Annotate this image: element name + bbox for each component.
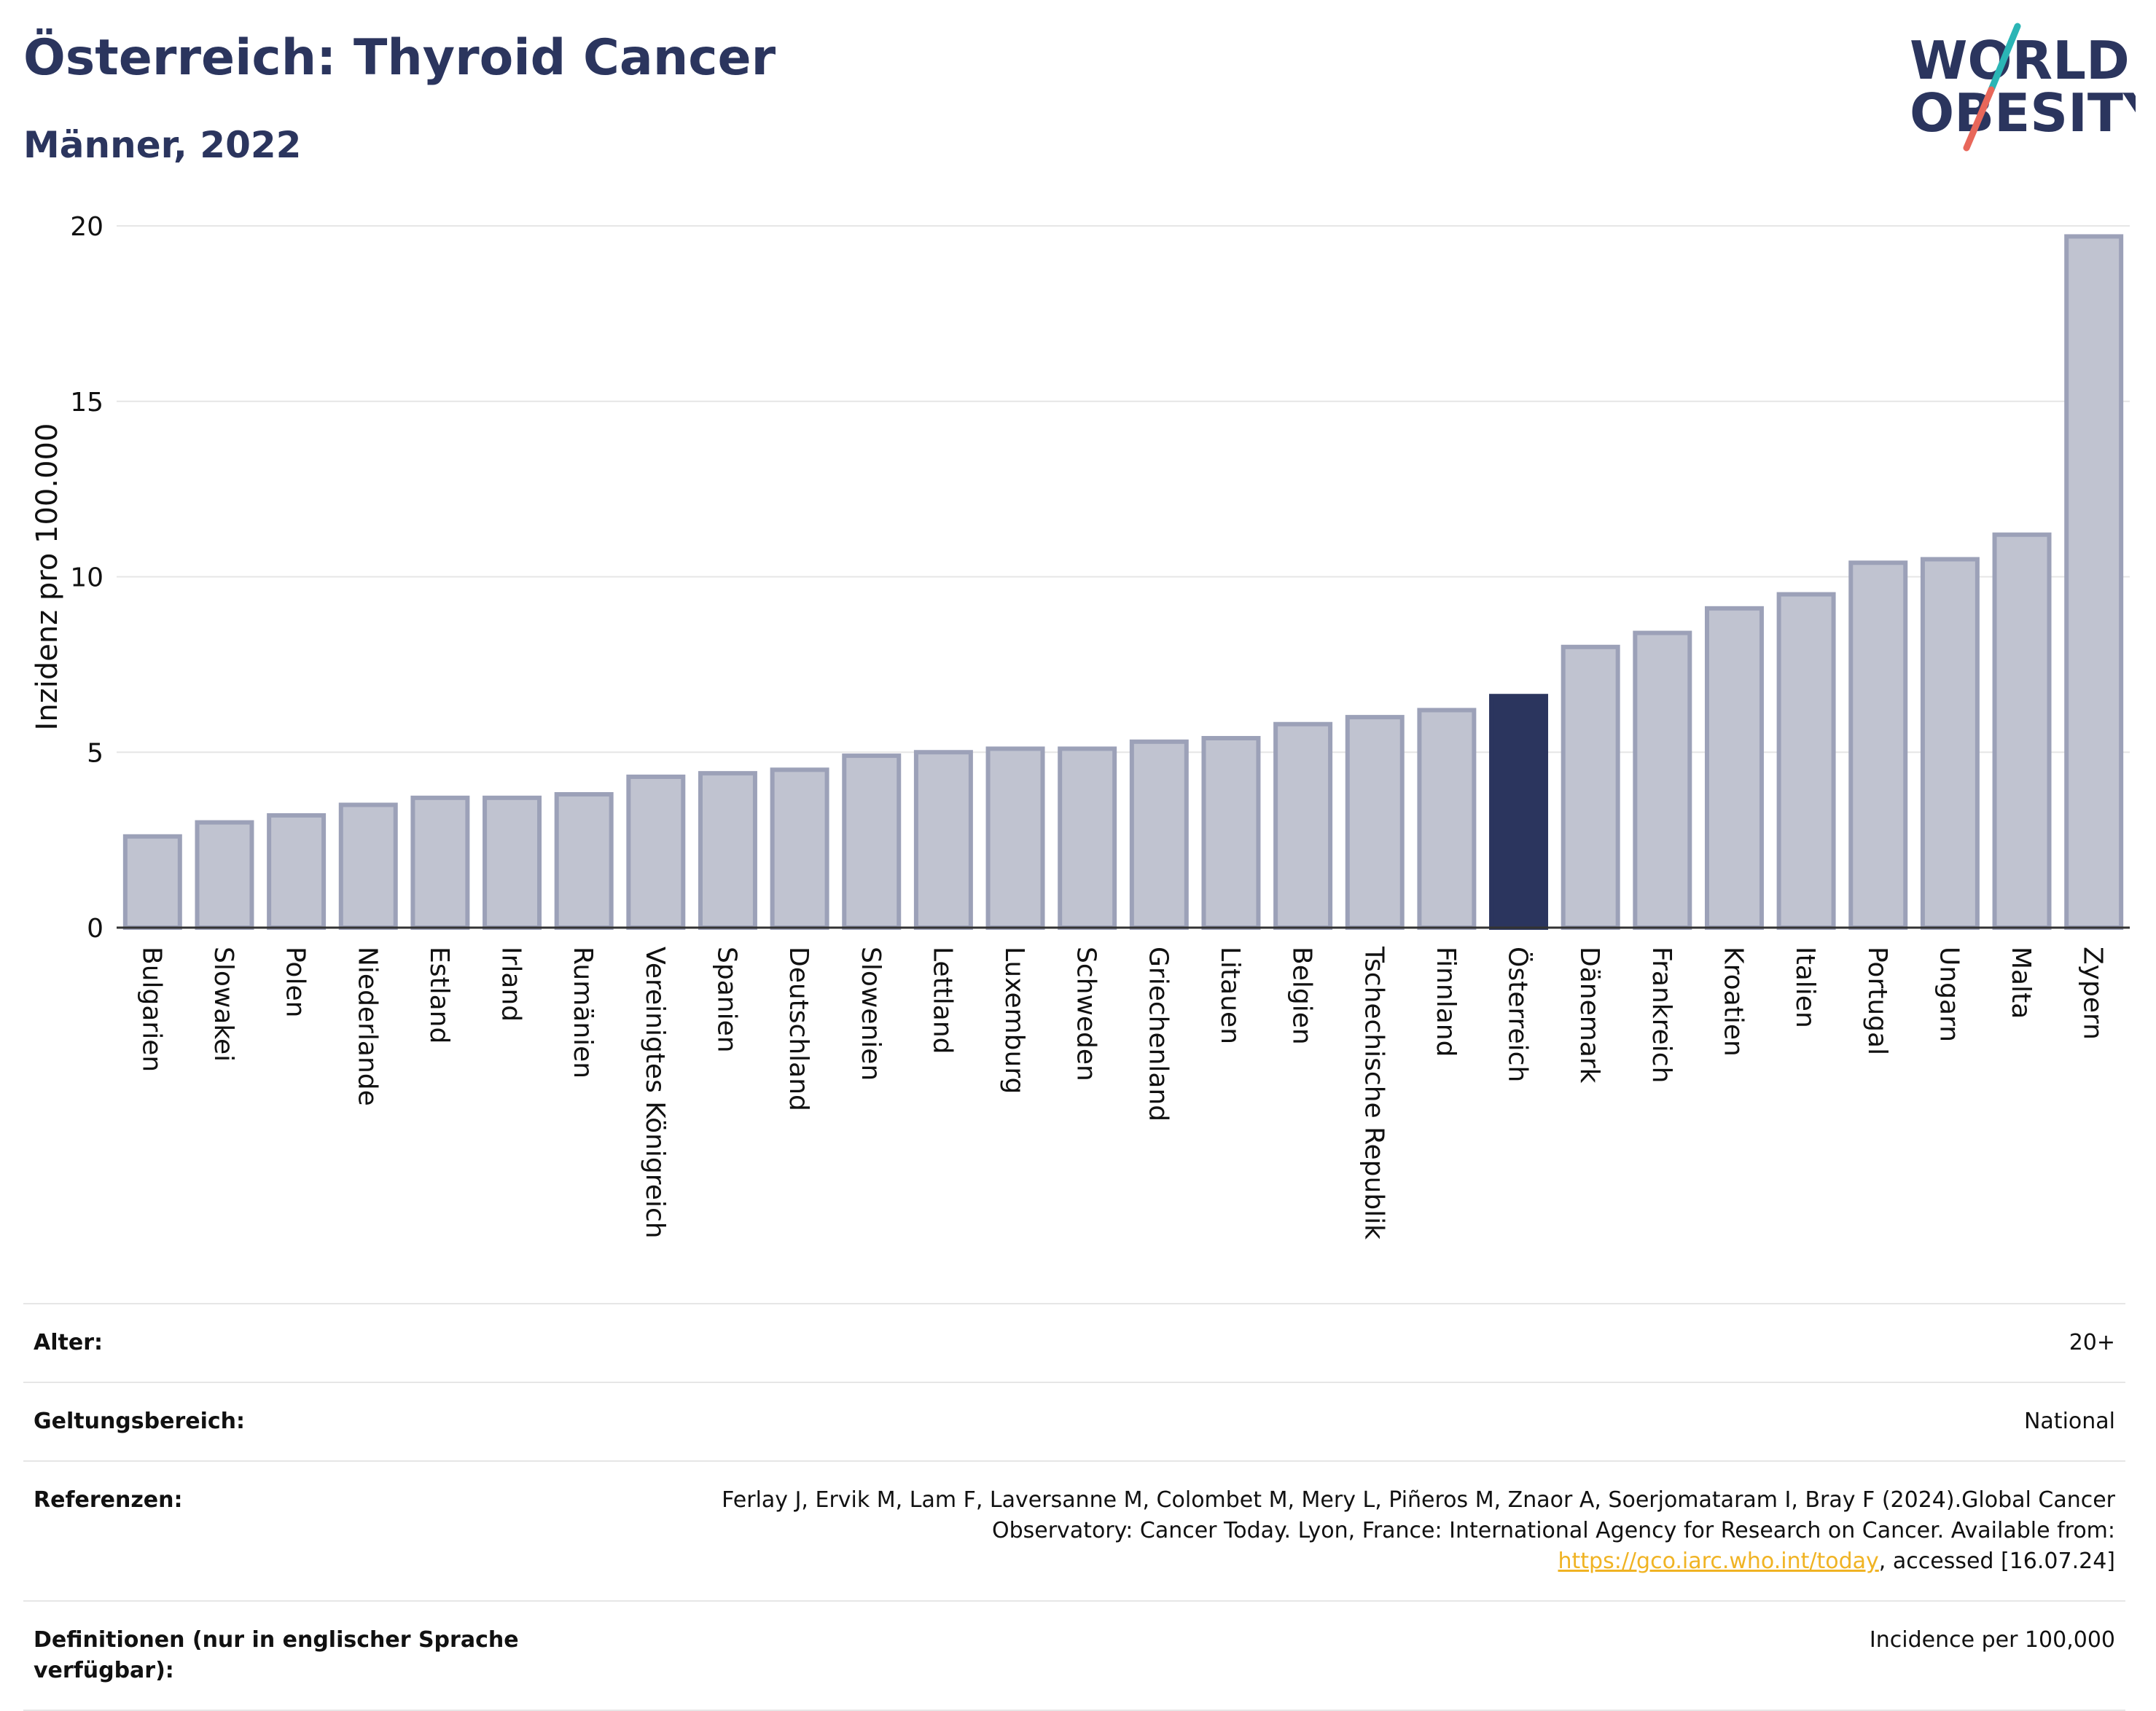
meta-row-age: Alter: 20+ <box>23 1303 2125 1382</box>
x-tick-label: Belgien <box>1287 947 1317 1045</box>
bar <box>410 795 470 930</box>
bar <box>842 753 902 930</box>
bar <box>1561 644 1620 930</box>
x-tick-label: Italien <box>1790 947 1820 1028</box>
x-tick-label: Luxemburg <box>999 947 1029 1094</box>
x-tick-label: Niederlande <box>352 947 382 1106</box>
x-tick-label: Litauen <box>1215 947 1245 1044</box>
y-tick-label: 5 <box>87 738 103 768</box>
bar <box>1776 592 1836 930</box>
y-tick-label: 10 <box>70 563 103 593</box>
logo-slash-top <box>1988 23 2021 93</box>
bar <box>1848 560 1908 930</box>
bar <box>913 750 973 930</box>
logo-slash-bottom <box>1963 86 1995 152</box>
bar <box>770 767 829 930</box>
x-tick-label: Ungarn <box>1934 947 1964 1042</box>
x-tick-label: Dänemark <box>1574 947 1604 1084</box>
reference-text: Ferlay J, Ervik M, Lam F, Laversanne M, … <box>722 1487 2115 1543</box>
meta-label-scope: Geltungsbereich: <box>34 1409 246 1434</box>
x-tick-label: Spanien <box>711 947 741 1053</box>
x-tick-label: Polen <box>281 947 310 1017</box>
bar <box>195 820 254 931</box>
meta-value-age: 20+ <box>2069 1330 2115 1355</box>
chart-subtitle: Männer, 2022 <box>23 124 302 166</box>
bar <box>1201 735 1261 930</box>
x-tick-label: Deutschland <box>784 947 813 1111</box>
reference-accessed: , accessed [16.07.24] <box>1878 1548 2115 1574</box>
x-tick-label: Rumänien <box>568 947 598 1078</box>
bar <box>122 834 182 931</box>
bar-chart: 0 5 10 15 20 Inzidenz pro 100.000 Bulgarien Slo… <box>31 212 2130 1240</box>
logo-word-world: WORLD <box>1910 30 2130 91</box>
x-tick-label: Finnland <box>1431 947 1461 1057</box>
bar <box>698 771 757 931</box>
bar <box>338 802 398 930</box>
x-tick-label: Bulgarien <box>136 947 166 1072</box>
x-tick-label: Vereinigtes Königreich <box>640 947 670 1239</box>
meta-label-age: Alter: <box>34 1330 103 1355</box>
x-tick-label: Kroatien <box>1718 947 1748 1057</box>
x-tick-label: Österreich <box>1503 947 1534 1082</box>
bar <box>1633 630 1692 930</box>
y-axis-title: Inzidenz pro 100.000 <box>31 423 64 731</box>
y-tick-label: 0 <box>87 914 103 944</box>
bar <box>1273 721 1333 930</box>
bar <box>1129 739 1189 930</box>
y-tick-label: 20 <box>70 212 103 242</box>
meta-row-scope: Geltungsbereich: National <box>23 1382 2125 1460</box>
meta-value-scope: National <box>2023 1409 2115 1434</box>
x-tick-label: Frankreich <box>1647 947 1676 1083</box>
meta-value-references: Ferlay J, Ervik M, Lam F, Laversanne M, … <box>657 1485 2115 1577</box>
meta-label-definitions: Definitionen (nur in englischer Sprache … <box>34 1627 519 1683</box>
bar <box>267 813 327 931</box>
bar <box>2064 234 2124 930</box>
x-tick-label: Griechenland <box>1143 947 1173 1121</box>
bar <box>1704 606 1764 931</box>
bar <box>626 774 686 930</box>
reference-link[interactable]: https://gco.iarc.who.int/today <box>1558 1548 1879 1574</box>
chart-title: Österreich: Thyroid Cancer <box>23 29 776 87</box>
x-tick-label: Slowenien <box>856 947 886 1081</box>
logo-word-obesity: OBESITY <box>1910 82 2136 144</box>
x-tick-label: Irland <box>496 947 526 1022</box>
bar <box>1992 532 2052 930</box>
y-tick-label: 15 <box>70 388 103 418</box>
x-tick-label: Lettland <box>927 947 957 1054</box>
x-tick-label: Malta <box>2006 947 2036 1019</box>
bar <box>1920 557 1980 930</box>
meta-label-references: Referenzen: <box>34 1487 183 1513</box>
bar <box>1058 746 1117 931</box>
metadata-table: Alter: 20+ Geltungsbereich: National Ref… <box>23 1303 2125 1711</box>
world-obesity-logo: WORLD OBESITY <box>1910 23 2136 152</box>
bar <box>554 792 614 931</box>
meta-value-definitions: Incidence per 100,000 <box>1869 1627 2115 1653</box>
bar <box>483 795 542 930</box>
bar <box>1489 694 1549 931</box>
x-tick-label: Slowakei <box>208 947 238 1062</box>
x-tick-label: Schweden <box>1071 947 1101 1081</box>
x-tick-label: Tschechische Republik <box>1359 946 1388 1240</box>
x-tick-label: Zypern <box>2078 947 2108 1040</box>
x-tick-label: Portugal <box>1862 947 1892 1055</box>
x-tick-label: Estland <box>424 947 454 1044</box>
bar <box>1417 708 1477 930</box>
meta-row-definitions: Definitionen (nur in englischer Sprache … <box>23 1600 2125 1711</box>
bar <box>985 746 1045 931</box>
meta-row-references: Referenzen: Ferlay J, Ervik M, Lam F, La… <box>23 1460 2125 1600</box>
bar <box>1345 715 1405 930</box>
